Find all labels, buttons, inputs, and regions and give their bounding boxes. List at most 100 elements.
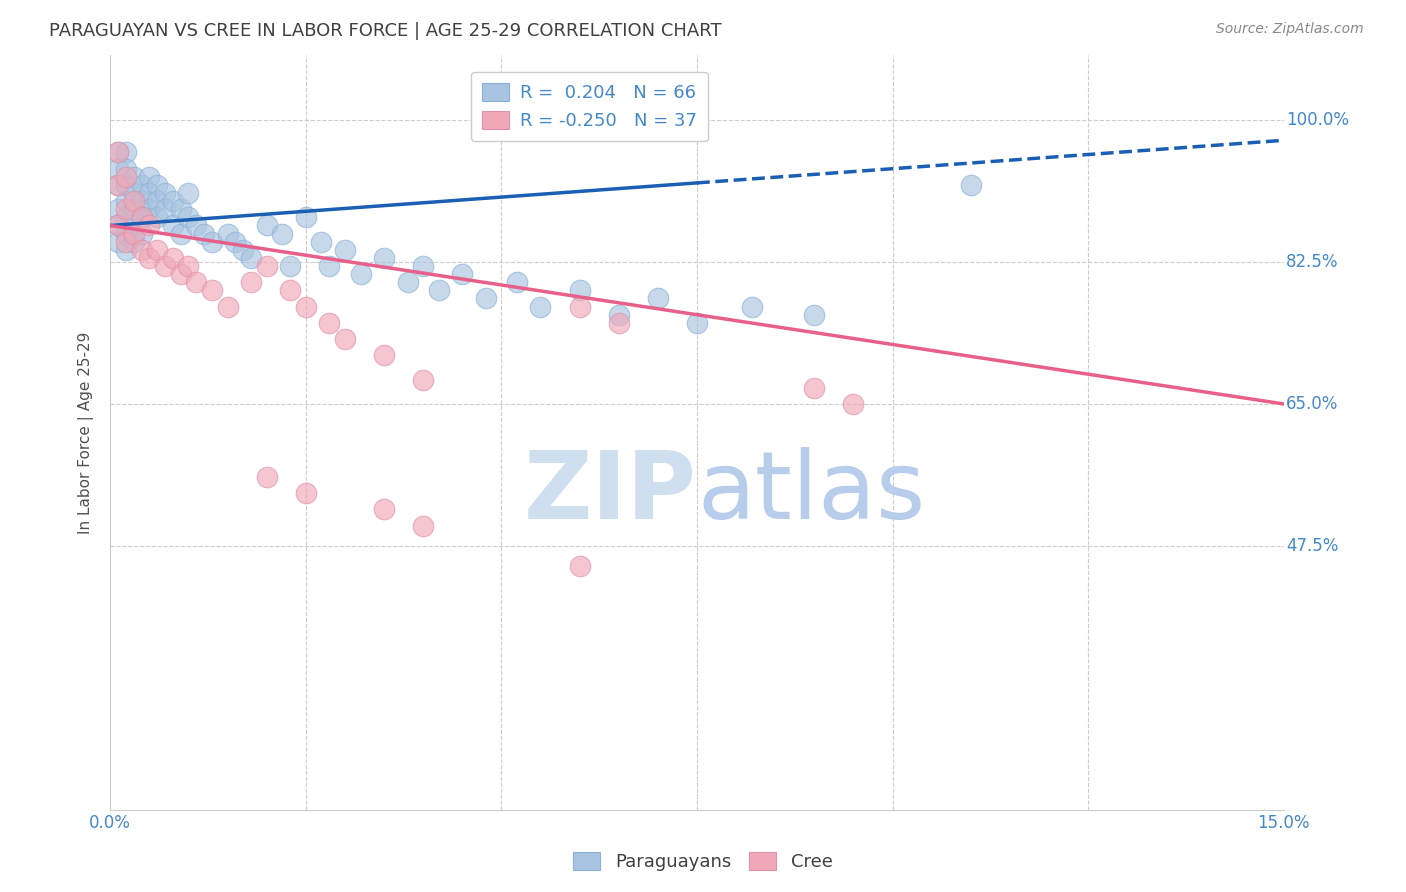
Point (412, 373, 434, 387)
Point (186, 275, 208, 289)
Point (115, 169, 138, 184)
Point (131, 194, 153, 209)
Point (107, 202, 129, 217)
Point (115, 243, 138, 257)
Point (333, 243, 356, 257)
Point (741, 300, 763, 314)
Point (153, 186, 176, 200)
Point (107, 161, 129, 176)
Point (186, 219, 208, 233)
Text: 65.0%: 65.0% (1286, 395, 1339, 413)
Point (278, 259, 301, 273)
Point (162, 219, 184, 233)
Point (107, 219, 129, 233)
Point (256, 470, 278, 484)
Point (318, 316, 340, 330)
Point (107, 145, 129, 160)
Point (396, 275, 419, 289)
Point (373, 251, 395, 265)
Point (295, 486, 318, 500)
Point (115, 194, 138, 209)
Point (162, 194, 184, 209)
Point (107, 219, 129, 233)
Point (107, 178, 129, 192)
Point (122, 186, 145, 200)
Point (162, 251, 184, 265)
Legend: R =  0.204   N = 66, R = -0.250   N = 37: R = 0.204 N = 66, R = -0.250 N = 37 (471, 71, 707, 141)
Point (318, 259, 340, 273)
Point (295, 211, 318, 225)
Point (115, 227, 138, 241)
Point (256, 259, 278, 273)
Point (153, 259, 176, 273)
Point (107, 145, 129, 160)
Point (373, 502, 395, 516)
Point (201, 235, 224, 249)
Point (115, 178, 138, 192)
Point (131, 211, 153, 225)
Point (169, 227, 191, 241)
Point (412, 259, 434, 273)
Point (474, 292, 496, 306)
Point (451, 267, 474, 281)
Point (153, 202, 176, 217)
Point (146, 211, 169, 225)
Point (842, 397, 865, 411)
Point (115, 211, 138, 225)
Point (138, 202, 160, 217)
Point (138, 186, 160, 200)
Point (201, 284, 224, 298)
Point (138, 251, 160, 265)
Point (138, 219, 160, 233)
Point (217, 300, 239, 314)
Point (115, 235, 138, 249)
Point (146, 178, 169, 192)
Point (115, 161, 138, 176)
Point (122, 202, 145, 217)
Text: Source: ZipAtlas.com: Source: ZipAtlas.com (1216, 22, 1364, 37)
Point (122, 235, 145, 249)
Point (349, 267, 371, 281)
Point (177, 211, 200, 225)
Point (115, 145, 138, 160)
Legend: Paraguayans, Cree: Paraguayans, Cree (567, 845, 839, 879)
Point (122, 227, 145, 241)
Point (506, 275, 529, 289)
Point (122, 169, 145, 184)
Point (217, 227, 239, 241)
Point (138, 169, 160, 184)
Text: 82.5%: 82.5% (1286, 253, 1339, 271)
Point (224, 235, 246, 249)
Point (131, 227, 153, 241)
Y-axis label: In Labor Force | Age 25-29: In Labor Force | Age 25-29 (79, 331, 94, 533)
Point (607, 316, 630, 330)
Point (278, 284, 301, 298)
Point (115, 202, 138, 217)
Point (803, 381, 825, 395)
Point (529, 300, 551, 314)
Point (311, 235, 333, 249)
Point (959, 178, 981, 192)
Point (568, 300, 591, 314)
Point (107, 235, 129, 249)
Point (240, 251, 263, 265)
Point (412, 518, 434, 533)
Point (256, 219, 278, 233)
Point (240, 275, 263, 289)
Point (568, 284, 591, 298)
Point (373, 348, 395, 362)
Point (131, 243, 153, 257)
Point (271, 227, 294, 241)
Point (122, 194, 145, 209)
Point (169, 202, 191, 217)
Point (568, 559, 591, 574)
Point (232, 243, 254, 257)
Point (146, 243, 169, 257)
Text: 47.5%: 47.5% (1286, 537, 1339, 555)
Point (686, 316, 709, 330)
Point (177, 259, 200, 273)
Text: atlas: atlas (697, 447, 925, 539)
Point (146, 194, 169, 209)
Text: 100.0%: 100.0% (1286, 111, 1348, 129)
Point (427, 284, 450, 298)
